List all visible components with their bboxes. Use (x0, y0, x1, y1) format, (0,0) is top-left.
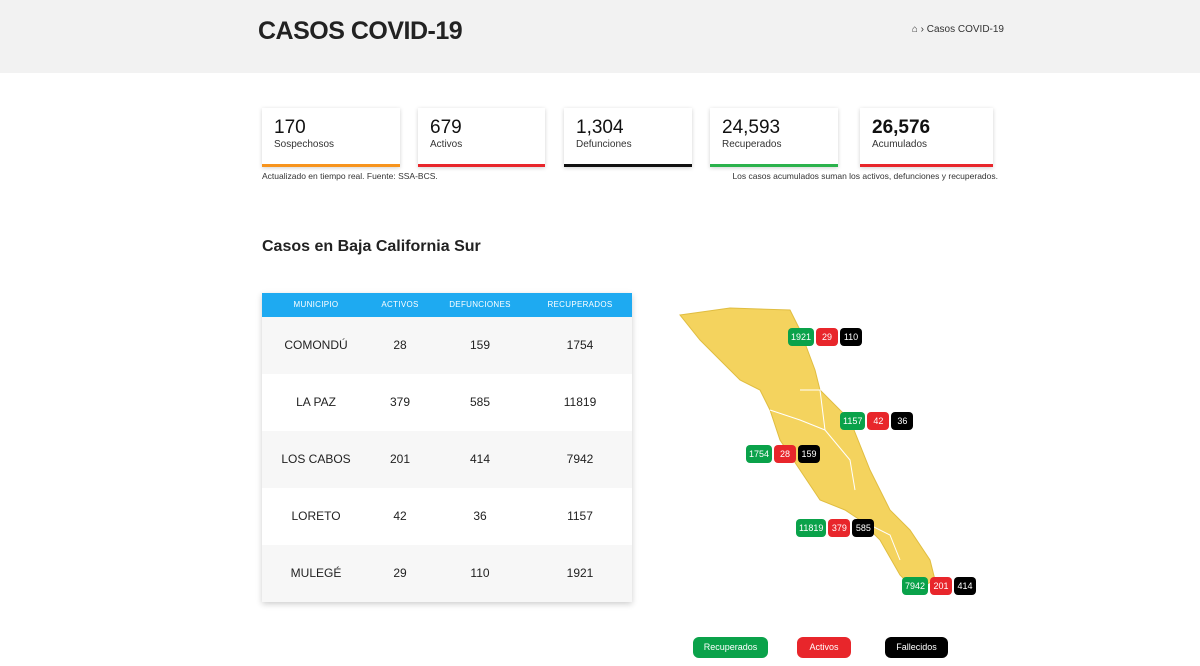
map-badge: 29 (816, 328, 839, 346)
stat-value: 24,593 (722, 117, 781, 138)
stat-card: 24,593 Recuperados (710, 108, 838, 167)
cell: 110 (470, 566, 490, 580)
map-badge: 7942 (902, 577, 929, 595)
cell: 29 (393, 566, 407, 580)
header (0, 0, 1200, 73)
table-body: COMONDÚ 28 159 1754 LA PAZ 379 585 11819 LOS CAB… (262, 317, 632, 602)
cell: 36 (473, 509, 487, 523)
table-row: LOS CABOS 201 414 7942 (262, 431, 632, 488)
table-header: MUNICIPIO ACTIVOS DEFUNCIONES RECUPERADOS (262, 293, 632, 317)
breadcrumb[interactable]: ⌂ › Casos COVID-19 (911, 24, 1004, 35)
map-badge: 159 (798, 445, 821, 463)
legend-fallecidos: Fallecidos (885, 637, 948, 658)
cell: 201 (389, 452, 411, 466)
map-badge: 201 (930, 577, 953, 595)
cell: 28 (393, 338, 407, 352)
stat-card: 1,304 Defunciones (564, 108, 692, 167)
cell: 1157 (567, 509, 593, 523)
map-badge: 585 (852, 519, 875, 537)
home-icon[interactable]: ⌂ (911, 24, 918, 35)
cell: LA PAZ (296, 395, 336, 409)
stat-label: Acumulados (872, 139, 928, 150)
breadcrumb-item[interactable]: Casos COVID-19 (926, 24, 1004, 35)
map-badge: 28 (774, 445, 797, 463)
note: Actualizado en tiempo real. Fuente: SSA-… (262, 171, 438, 181)
stat-label: Recuperados (722, 139, 782, 150)
cell: 1754 (566, 338, 594, 352)
stat-card: 170 Sospechosos (262, 108, 400, 167)
cell: LOS CABOS (281, 452, 351, 466)
map-badges: 1921 29 110 (788, 327, 864, 346)
header-cell: DEFUNCIONES (449, 300, 511, 309)
map-badge: 36 (891, 412, 914, 430)
map-badge: 1754 (746, 445, 773, 463)
map-badge: 11819 (796, 519, 827, 537)
cell: 414 (469, 452, 491, 466)
map-badges: 11819 379 585 (796, 518, 876, 537)
cell: 1921 (566, 566, 594, 580)
stat-card: 679 Activos (418, 108, 545, 167)
table: MUNICIPIO ACTIVOS DEFUNCIONES RECUPERADOS CO… (262, 293, 632, 602)
legend-recuperados: Recuperados (693, 637, 768, 658)
stat-label: Sospechosos (274, 139, 335, 150)
stat-label: Defunciones (576, 139, 632, 150)
table-row: LA PAZ 379 585 11819 (262, 374, 632, 431)
map-badge: 1921 (788, 328, 815, 346)
header-cell: RECUPERADOS (547, 300, 613, 309)
header-cell: MUNICIPIO (293, 300, 339, 309)
map-badge: 110 (840, 328, 863, 346)
stat-label: Activos (430, 139, 463, 150)
cell: 585 (469, 395, 491, 409)
stat-value: 26,576 (872, 117, 931, 138)
map-badges: 1157 42 36 (840, 411, 915, 430)
map-badge: 1157 (840, 412, 866, 430)
map-badge: 379 (828, 519, 851, 537)
stat-value: 170 (274, 117, 306, 138)
page-title: CASOS COVID-19 (258, 17, 463, 45)
section-title: Casos en Baja California Sur (262, 238, 481, 255)
cell: 159 (469, 338, 491, 352)
map-badge: 414 (954, 577, 977, 595)
cell: 11819 (563, 395, 597, 409)
cell: 7942 (566, 452, 594, 466)
stat-card: 26,576 Acumulados (860, 108, 993, 167)
stat-value: 1,304 (576, 117, 624, 138)
cell: LORETO (291, 509, 341, 523)
table-row: MULEGÉ 29 110 1921 (262, 545, 632, 602)
stat-value: 679 (430, 117, 462, 138)
table-row: COMONDÚ 28 159 1754 (262, 317, 632, 374)
note: Los casos acumulados suman los activos, … (732, 171, 998, 181)
table-row: LORETO 42 36 1157 (262, 488, 632, 545)
legend-activos: Activos (797, 637, 851, 658)
cell: 379 (389, 395, 411, 409)
map-badges: 1754 28 159 (746, 444, 822, 463)
cell: MULEGÉ (290, 566, 342, 580)
cell: 42 (393, 509, 407, 523)
map-badges: 7942 201 414 (902, 576, 978, 595)
map-badge: 42 (867, 412, 890, 430)
header-cell: ACTIVOS (381, 300, 419, 309)
cell: COMONDÚ (284, 338, 348, 352)
